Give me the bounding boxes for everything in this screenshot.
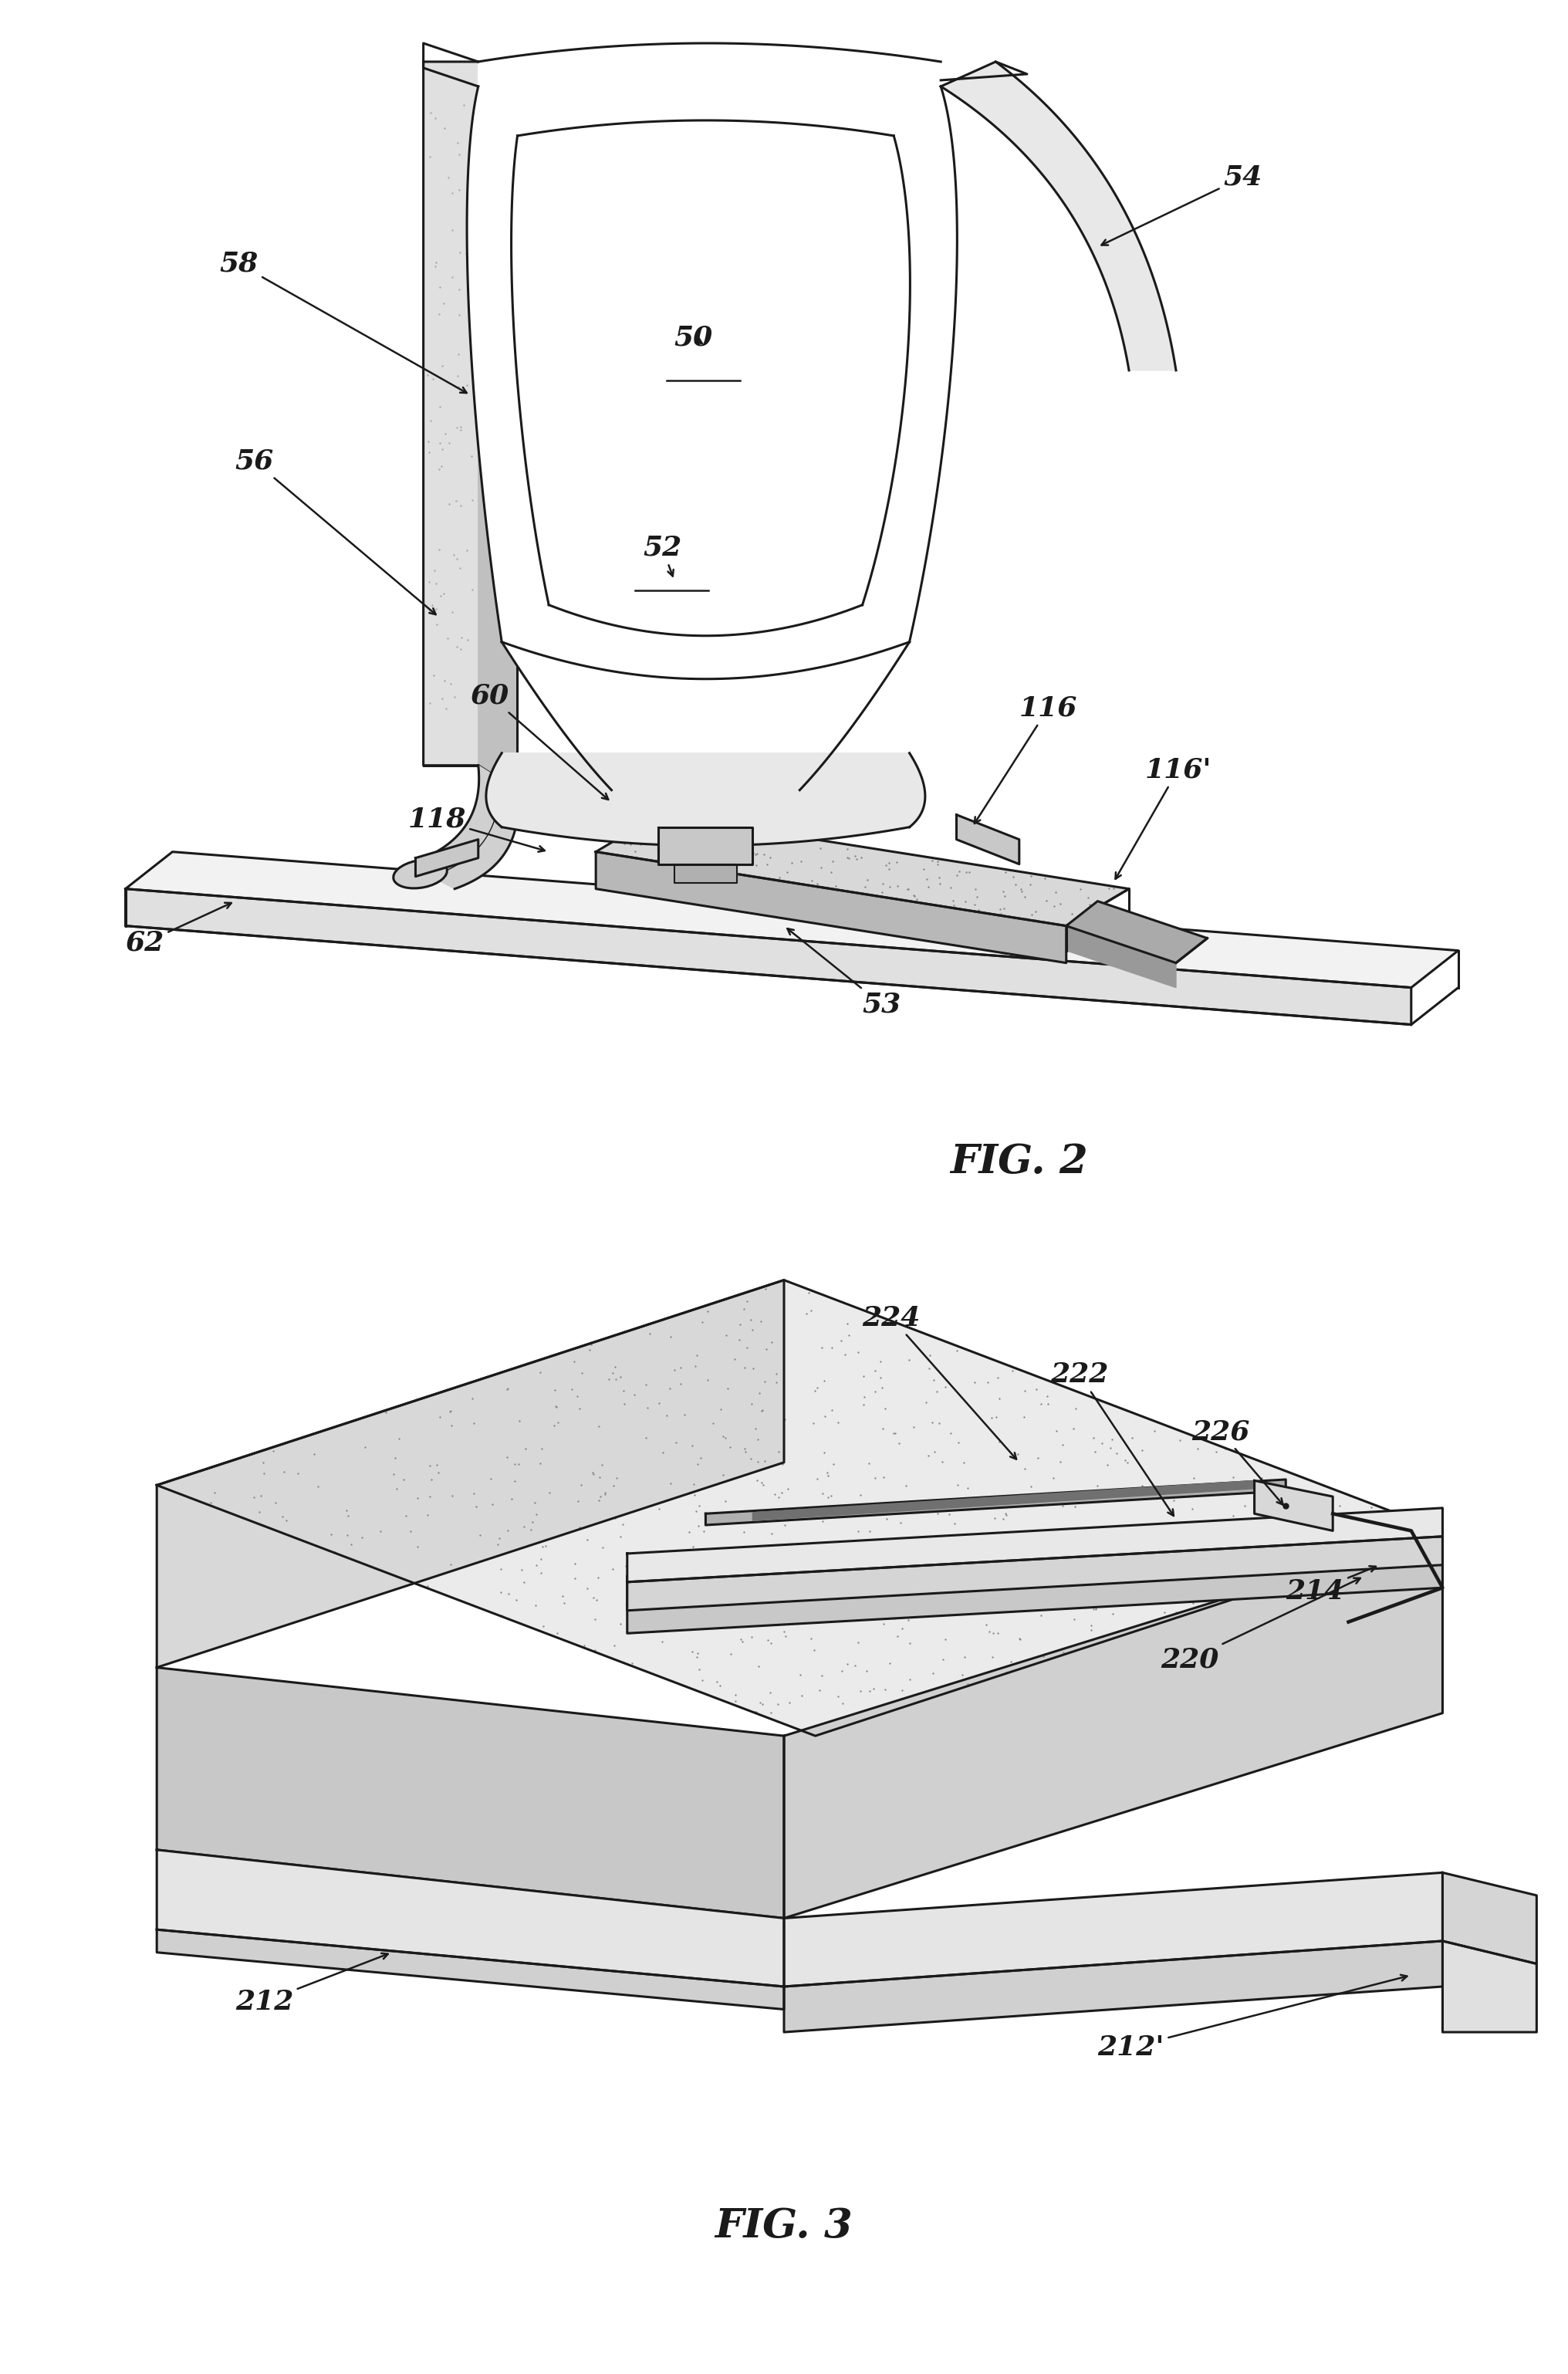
Polygon shape — [784, 1873, 1443, 1987]
Polygon shape — [408, 764, 517, 888]
Text: 220: 220 — [1160, 1579, 1361, 1674]
Text: 58: 58 — [220, 252, 467, 394]
Polygon shape — [1066, 926, 1176, 988]
Polygon shape — [1254, 1481, 1333, 1531]
Text: 118: 118 — [408, 807, 544, 852]
Text: 116': 116' — [1115, 757, 1212, 878]
Polygon shape — [157, 1280, 1443, 1735]
Polygon shape — [157, 1930, 784, 2008]
Polygon shape — [941, 62, 1176, 370]
Polygon shape — [596, 852, 1066, 964]
Polygon shape — [416, 840, 478, 876]
Polygon shape — [467, 43, 956, 679]
Polygon shape — [125, 852, 1458, 988]
Polygon shape — [659, 826, 753, 864]
Polygon shape — [627, 1507, 1443, 1581]
Text: 53: 53 — [787, 928, 902, 1018]
Polygon shape — [157, 1280, 784, 1667]
Text: 214: 214 — [1286, 1567, 1375, 1605]
Text: 224: 224 — [862, 1306, 1016, 1460]
Polygon shape — [706, 1479, 1286, 1524]
Polygon shape — [784, 1531, 1443, 1918]
Polygon shape — [1066, 902, 1207, 964]
Text: 226: 226 — [1192, 1420, 1283, 1505]
Polygon shape — [627, 1536, 1443, 1610]
Polygon shape — [1443, 1873, 1537, 1963]
Polygon shape — [627, 1531, 1443, 1605]
Text: 60: 60 — [470, 684, 608, 800]
Text: 212': 212' — [1098, 1975, 1406, 2061]
Polygon shape — [486, 753, 925, 845]
Polygon shape — [502, 641, 909, 791]
Polygon shape — [157, 1667, 784, 1918]
Polygon shape — [784, 1942, 1443, 2032]
Polygon shape — [1443, 1942, 1537, 2032]
Polygon shape — [423, 62, 478, 764]
Polygon shape — [157, 1849, 784, 1987]
Text: 54: 54 — [1101, 164, 1262, 245]
Text: FIG. 3: FIG. 3 — [715, 2205, 853, 2246]
Text: 52: 52 — [643, 534, 682, 577]
Text: 50: 50 — [674, 325, 713, 351]
Text: 62: 62 — [125, 902, 232, 957]
Polygon shape — [674, 864, 737, 883]
Polygon shape — [596, 814, 1129, 926]
Text: FIG. 2: FIG. 2 — [950, 1142, 1088, 1182]
Polygon shape — [478, 62, 517, 791]
Text: 56: 56 — [235, 449, 436, 615]
Polygon shape — [753, 1481, 1254, 1519]
Polygon shape — [627, 1560, 1443, 1633]
Text: 212: 212 — [235, 1954, 387, 2016]
Text: 222: 222 — [1051, 1363, 1173, 1515]
Polygon shape — [956, 814, 1019, 864]
Ellipse shape — [394, 859, 447, 888]
Text: 116: 116 — [974, 696, 1077, 824]
Polygon shape — [125, 888, 1411, 1026]
